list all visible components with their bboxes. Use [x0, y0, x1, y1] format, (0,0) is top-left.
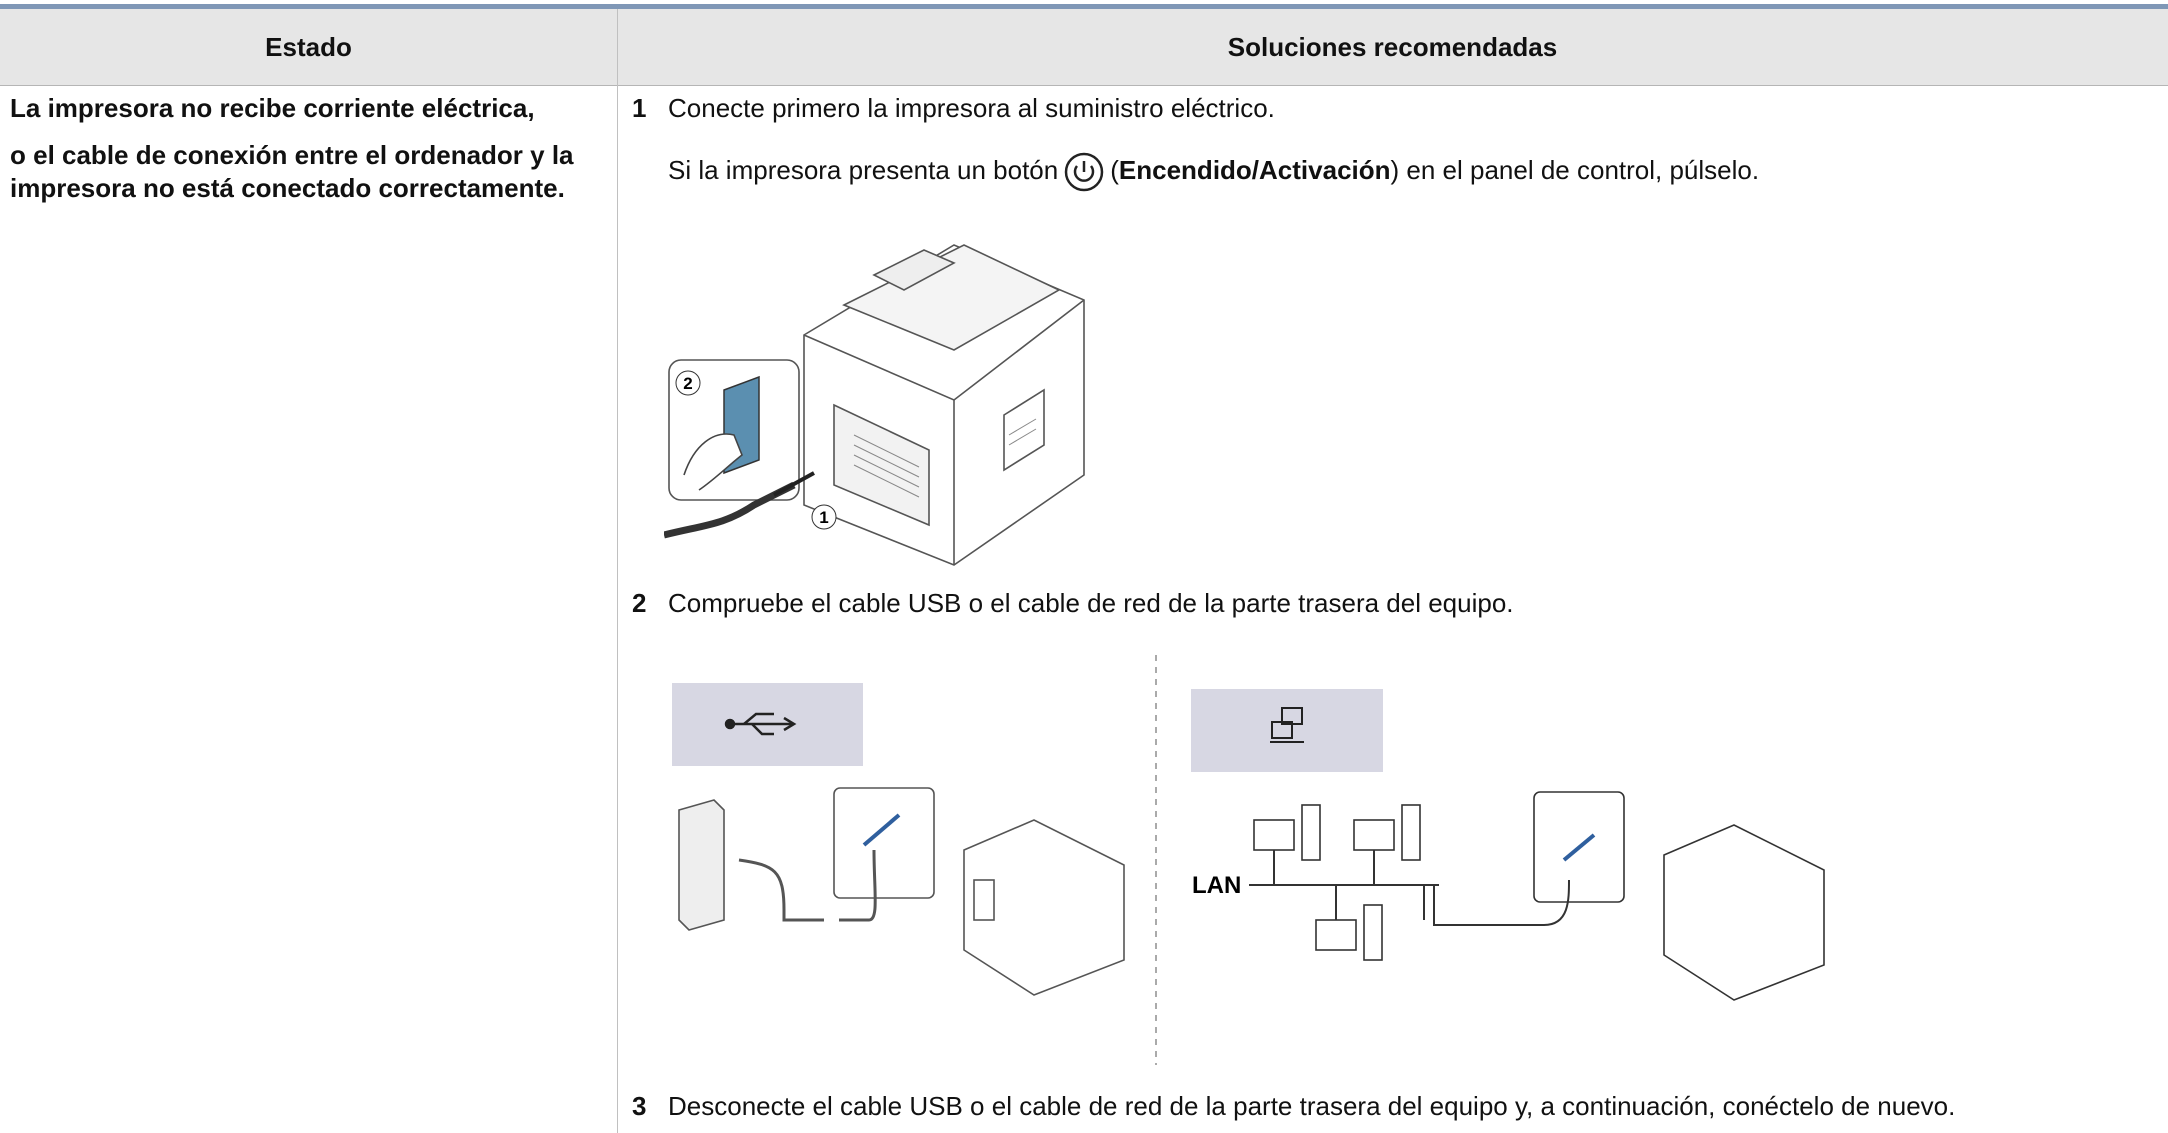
note: Si la impresora presenta un botón (Encend…	[668, 150, 1759, 192]
step-text: Desconecte el cable USB o el cable de re…	[668, 1091, 1956, 1121]
note-text: ) en el panel de control, púlselo.	[1390, 155, 1760, 185]
step-text: Compruebe el cable USB o el cable de red…	[668, 588, 1514, 618]
table-header: Estado Soluciones recomendadas	[0, 9, 2168, 86]
top-rule	[0, 4, 2168, 9]
note-text: (	[1110, 155, 1119, 185]
column-divider	[617, 9, 618, 1133]
note-text: Si la impresora presenta un botón	[668, 155, 1059, 185]
state-text: o el cable de conexión entre el ordenado…	[10, 140, 574, 203]
step-number: 2	[632, 588, 647, 618]
printer-illustration: 2 1	[664, 244, 1085, 566]
header-cell: Estado	[265, 32, 352, 62]
step: 2 Compruebe el cable USB o el cable de re…	[632, 587, 1514, 619]
note-bold: Encendido/Activación	[1118, 155, 1391, 185]
header-cell: Soluciones recomendadas	[1227, 32, 1558, 62]
power-icon	[1064, 152, 1104, 192]
step: 1 Conecte primero la impresora al suminis…	[632, 92, 1275, 124]
step-text: Conecte primero la impresora al suminist…	[668, 93, 1275, 123]
connection-illustration: LAN	[672, 655, 1825, 1065]
state-cell: La impresora no recibe corriente eléctri…	[10, 92, 590, 219]
state-text: La impresora no recibe corriente eléctri…	[10, 93, 535, 123]
lan-label: LAN	[1192, 872, 1241, 899]
callout: 2	[683, 374, 692, 393]
step: 3 Desconecte el cable USB o el cable de r…	[632, 1090, 1955, 1122]
step-number: 3	[632, 1091, 647, 1121]
callout: 1	[819, 508, 828, 527]
step-number: 1	[632, 93, 647, 123]
